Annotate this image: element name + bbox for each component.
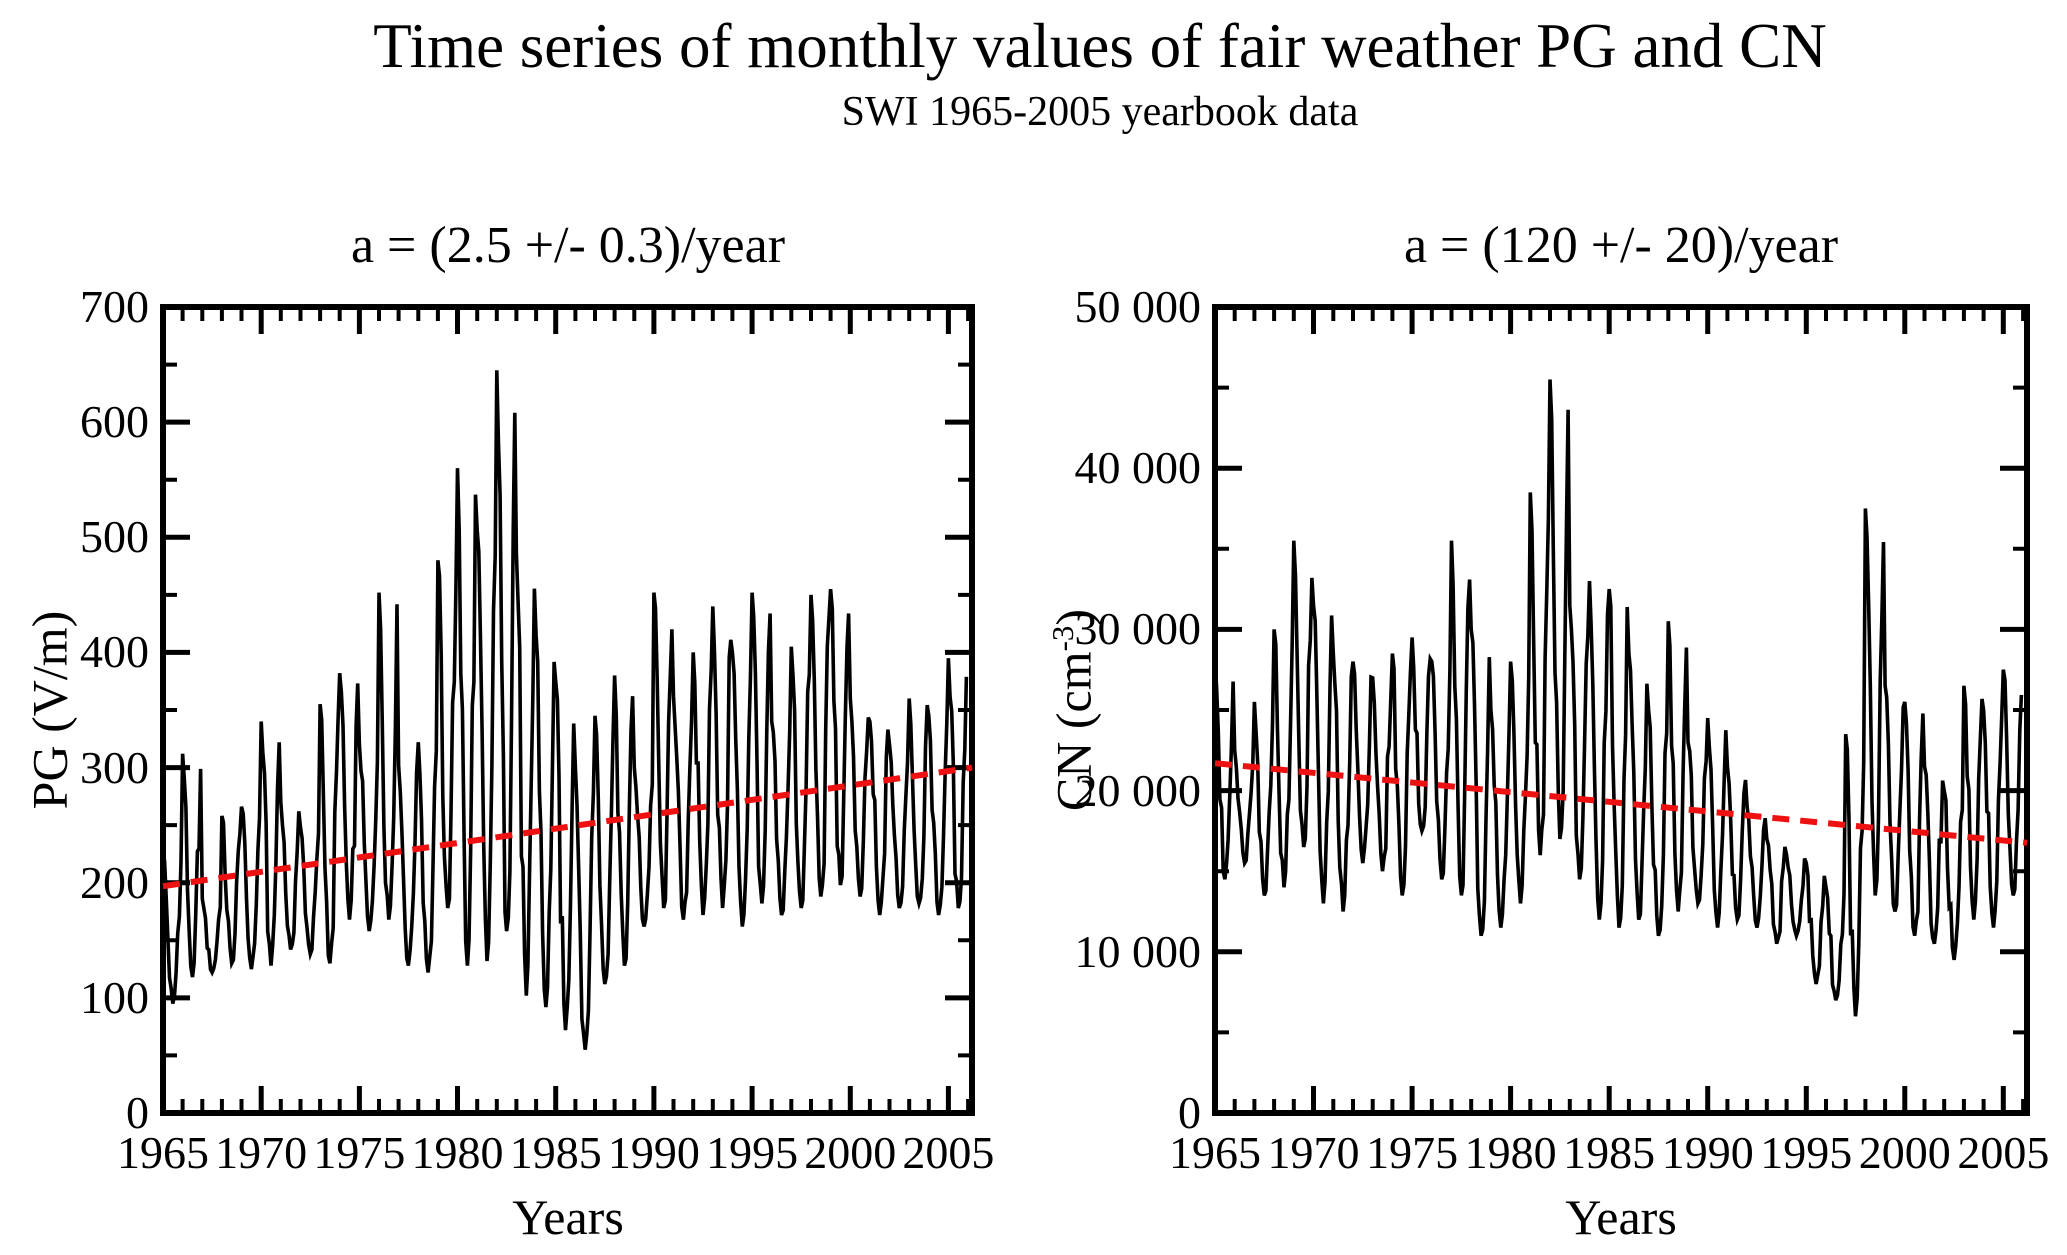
cn-y-axis-label: CN (cm-3) xyxy=(1033,450,1102,970)
cn-x-tick-label: 1985 xyxy=(1563,1127,1656,1178)
cn-y-tick-label: 20 000 xyxy=(1074,764,1202,816)
pg-y-tick-label: 700 xyxy=(80,281,149,332)
cn-x-tick-label: 1995 xyxy=(1760,1127,1853,1178)
cn-plot-title: a = (120 +/- 20)/year xyxy=(1403,217,1839,274)
pg-y-axis-label-close: ) xyxy=(21,610,78,628)
pg-x-tick-label: 1995 xyxy=(706,1127,799,1178)
trend-line xyxy=(162,764,973,890)
pg-y-tick-label: 400 xyxy=(80,626,149,678)
pg-plot-area xyxy=(160,304,975,1116)
cn-y-tick-label: 0 xyxy=(1178,1087,1201,1138)
figure-title: Time series of monthly values of fair we… xyxy=(0,10,2067,83)
major-ticks xyxy=(1212,304,2027,1116)
pg-y-tick-label: 200 xyxy=(80,856,149,908)
pg-x-tick-label: 1985 xyxy=(509,1127,602,1178)
cn-y-tick-label: 10 000 xyxy=(1074,925,1202,977)
pg-x-tick-label: 2005 xyxy=(902,1127,995,1178)
pg-x-tick-label: 1980 xyxy=(411,1127,504,1178)
cn-x-tick-label: 1980 xyxy=(1464,1127,1557,1178)
cn-x-tick-label: 1970 xyxy=(1267,1127,1360,1178)
minor-ticks xyxy=(1215,307,2027,1113)
cn-x-tick-label: 1990 xyxy=(1661,1127,1754,1178)
cn-x-axis-label: Years xyxy=(1565,1189,1677,1245)
pg-x-axis-label: Years xyxy=(512,1189,624,1245)
cn-y-tick-label: 30 000 xyxy=(1074,603,1202,655)
cn-plot-area xyxy=(1212,304,2030,1116)
pg-plot-title: a = (2.5 +/- 0.3)/year xyxy=(350,217,786,274)
cn-x-tick-label: 1975 xyxy=(1366,1127,1459,1178)
pg-y-tick-label: 300 xyxy=(80,741,149,793)
pg-y-tick-label: 500 xyxy=(80,511,149,563)
pg-x-tick-label: 1990 xyxy=(607,1127,700,1178)
minor-ticks xyxy=(163,307,972,1113)
pg-x-tick-label: 2000 xyxy=(804,1127,897,1178)
pg-y-tick-label: 600 xyxy=(80,396,149,448)
cn-x-tick-label: 1965 xyxy=(1169,1127,1261,1178)
figure-title-text: Time series of monthly values of fair we… xyxy=(373,11,1827,81)
trend-line xyxy=(1214,760,2028,846)
cn-y-tick-label: 40 000 xyxy=(1074,442,1202,494)
pg-x-tick-label: 1975 xyxy=(313,1127,406,1178)
figure-subtitle: SWI 1965-2005 yearbook data xyxy=(841,89,1359,135)
cn-x-tick-label: 2000 xyxy=(1858,1127,1951,1178)
data-series-line xyxy=(1213,379,2024,1017)
pg-x-tick-label: 1965 xyxy=(117,1127,209,1178)
cn-x-tick-label: 2005 xyxy=(1957,1127,2050,1178)
cn-y-tick-label: 50 000 xyxy=(1074,281,1202,332)
data-series-line xyxy=(161,370,969,1050)
pg-y-tick-label: 0 xyxy=(126,1087,149,1138)
pg-x-tick-label: 1970 xyxy=(215,1127,308,1178)
pg-y-tick-label: 100 xyxy=(80,971,149,1023)
